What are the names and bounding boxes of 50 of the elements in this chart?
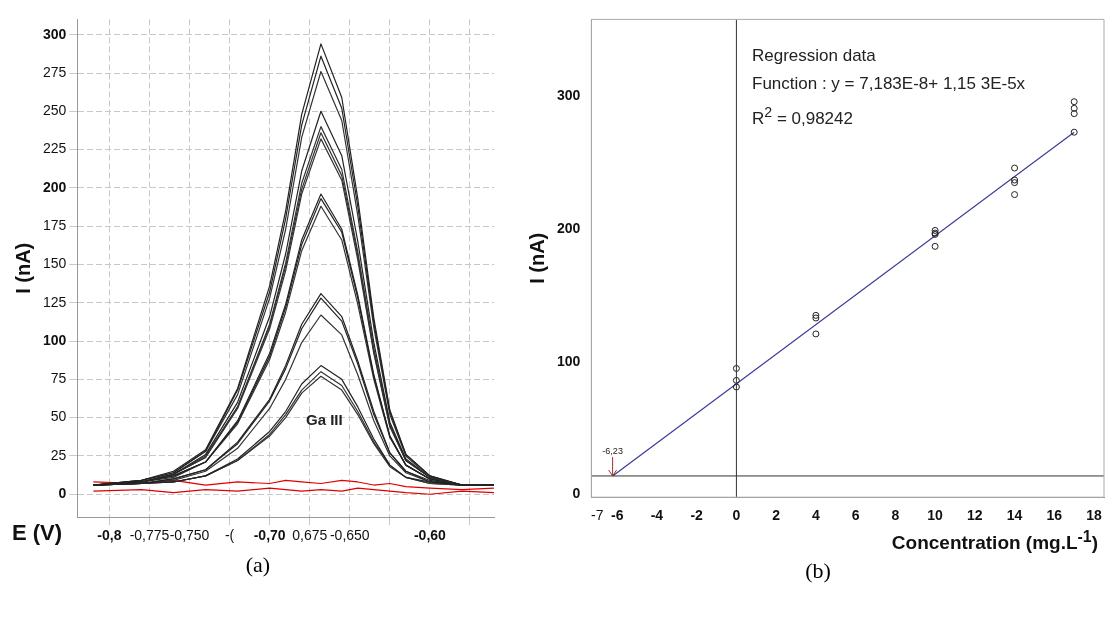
y-tick-label: 200 [557, 219, 581, 236]
y-tick-label: 75 [50, 370, 67, 387]
y-axis-title: I (nA) [525, 232, 548, 284]
x-tick-label: -0,750 [169, 527, 210, 544]
x-tick-label: -0,60 [413, 527, 447, 544]
x-tick-label: -0,70 [253, 527, 286, 544]
y-tick-label: 225 [43, 140, 67, 157]
annotation: Ga III [306, 410, 343, 430]
x-tick-label: -7 [591, 507, 604, 524]
text: (b) [804, 558, 832, 585]
y-tick-label: 50 [50, 408, 67, 425]
x-tick-label: -2 [690, 507, 704, 524]
x-tick-label: -( [224, 527, 235, 544]
annotation: -6,23 [602, 445, 623, 456]
x-tick-label: -0,775 [129, 527, 170, 544]
x-tick-label: -4 [650, 507, 664, 524]
x-tick-label: 18 [1086, 507, 1103, 524]
x-tick-label: -0,8 [97, 527, 122, 544]
x-tick-label: -6 [610, 507, 624, 524]
y-tick-label: 125 [43, 293, 67, 310]
y-tick-label: 300 [43, 25, 67, 42]
y-tick-label: 250 [43, 102, 67, 119]
annotation: R$^{2}$ = 0,98242 [752, 103, 854, 130]
x-tick-label: 2 [772, 507, 781, 524]
x-tick-label: 4 [811, 507, 820, 524]
y-tick-label: 100 [43, 331, 67, 348]
x-tick-label: 14 [1006, 507, 1023, 524]
y-tick-label: 275 [43, 63, 67, 80]
annotation: Function : y = 7,183E-8+ 1,15 3E-5x [752, 73, 1026, 95]
y-tick-label: 0 [58, 485, 67, 502]
y-tick-label: 150 [43, 255, 67, 272]
x-tick-label: 10 [927, 507, 944, 524]
x-tick-label: 6 [851, 507, 860, 524]
x-axis-title: Concentration (mg.L$^{-1}$) [890, 528, 1099, 555]
x-tick-label: 0 [732, 507, 741, 524]
x-tick-label: -0,650 [329, 527, 370, 544]
x-tick-label: 12 [967, 507, 983, 524]
x-axis-title: E (V) [12, 520, 63, 546]
x-tick-label: 16 [1046, 507, 1063, 524]
x-tick-label: 0,675 [292, 527, 328, 544]
y-tick-label: 200 [43, 178, 67, 195]
y-tick-label: 175 [43, 217, 67, 234]
y-tick-label: 300 [557, 87, 581, 104]
y-tick-label: 25 [50, 446, 67, 463]
y-tick-label: 0 [572, 485, 581, 502]
y-axis-title: I (nA) [11, 242, 34, 294]
x-tick-label: 8 [891, 507, 900, 524]
text: (a) [244, 552, 272, 578]
y-tick-label: 100 [557, 352, 581, 369]
annotation: Regression data [752, 45, 877, 67]
